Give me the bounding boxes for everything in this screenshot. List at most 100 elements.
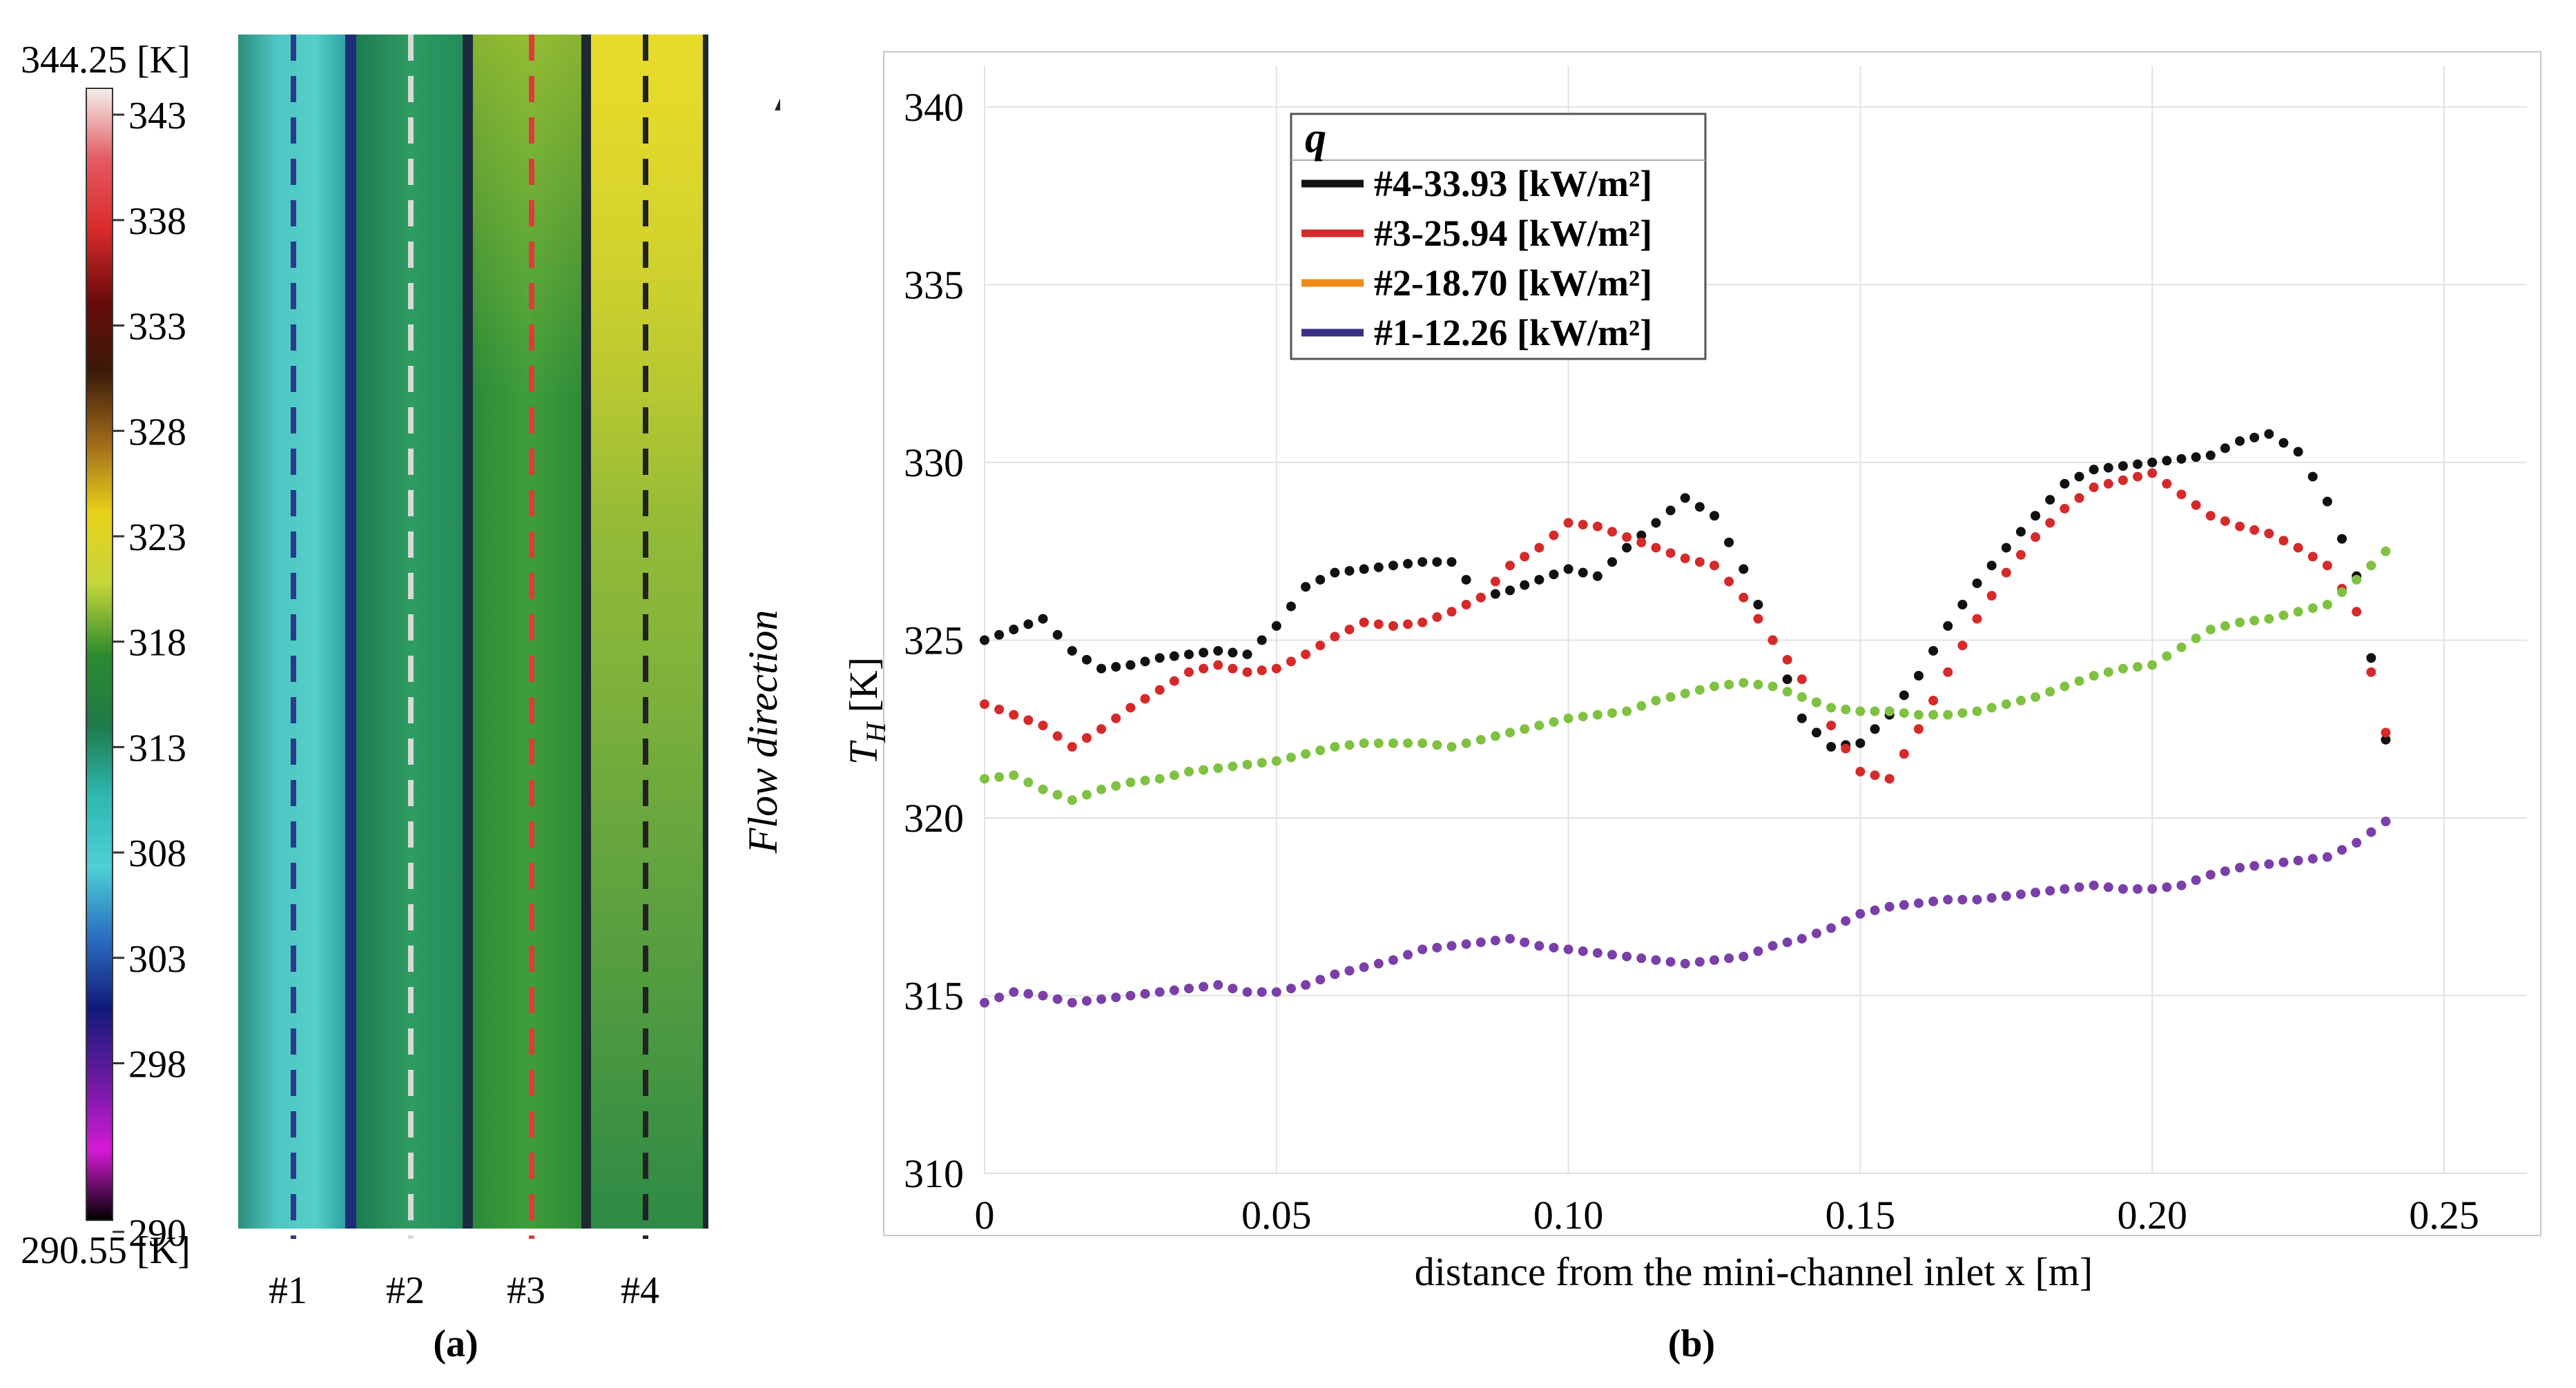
data-point-interp xyxy=(1549,530,1559,540)
data-point xyxy=(1680,959,1690,969)
data-point xyxy=(2235,436,2245,447)
data-point xyxy=(1388,560,1398,571)
y-tick-labels: 310 315 320 325 330 335 340 xyxy=(904,85,964,1196)
data-point-interp xyxy=(1228,647,1238,658)
data-point-interp xyxy=(1578,946,1588,957)
y-tick-label: 325 xyxy=(904,618,964,663)
data-point-interp xyxy=(2278,610,2289,620)
data-point xyxy=(1884,706,1895,716)
data-point-interp xyxy=(1403,738,1413,748)
data-point xyxy=(1417,738,1428,748)
data-point-interp xyxy=(1344,740,1355,750)
data-point-interp xyxy=(2015,696,2026,706)
data-point xyxy=(1446,607,1457,617)
data-point-interp xyxy=(2307,854,2318,864)
data-point xyxy=(1739,564,1749,574)
data-point-interp xyxy=(1490,576,1500,587)
data-point xyxy=(1680,493,1690,503)
data-point-interp xyxy=(1257,665,1267,676)
data-point-interp xyxy=(2045,886,2055,896)
data-point xyxy=(2031,511,2041,521)
data-point-interp xyxy=(1607,708,1618,719)
data-point xyxy=(1096,784,1107,794)
data-point-interp xyxy=(994,993,1005,1003)
data-point-interp xyxy=(994,704,1005,714)
data-point xyxy=(1651,955,1661,965)
series-points xyxy=(980,429,2391,1008)
data-point xyxy=(1038,721,1048,731)
data-point xyxy=(1855,738,1866,748)
data-point xyxy=(1768,941,1778,951)
data-point-interp xyxy=(2133,884,2143,894)
data-point xyxy=(2060,478,2070,489)
data-point-interp xyxy=(1549,942,1559,952)
series-2 xyxy=(980,546,2391,805)
x-tick-label: 0.15 xyxy=(1826,1193,1896,1238)
data-point xyxy=(2381,546,2391,556)
colorbar-tick-label: 313 xyxy=(128,727,186,770)
channel-3-label: #3 xyxy=(507,1269,545,1312)
data-point xyxy=(1154,685,1165,695)
data-point xyxy=(2060,884,2070,894)
data-point xyxy=(1797,713,1807,723)
panel-a-label: (a) xyxy=(433,1322,478,1365)
colorbar-max-label: 344.25 [K] xyxy=(21,39,191,81)
data-point xyxy=(2322,600,2332,609)
data-point xyxy=(1154,774,1165,784)
data-point-interp xyxy=(1753,614,1763,624)
data-point xyxy=(1417,944,1428,955)
data-point xyxy=(2322,496,2332,507)
data-point-interp xyxy=(1373,738,1384,748)
data-point-interp xyxy=(1957,708,1968,719)
data-point-interp xyxy=(1169,770,1179,781)
data-point-interp xyxy=(1052,629,1063,640)
data-point xyxy=(1301,649,1311,660)
data-point-interp xyxy=(2015,889,2026,899)
data-point xyxy=(2205,625,2216,635)
data-point xyxy=(1913,898,1924,908)
data-point-interp xyxy=(1520,724,1530,734)
legend-entry-label: #2-18.70 [kW/m²] xyxy=(1374,262,1652,304)
data-point-interp xyxy=(1986,591,1997,601)
data-point xyxy=(1271,663,1281,674)
data-point-interp xyxy=(1344,566,1355,576)
data-point-interp xyxy=(1636,953,1647,964)
data-point xyxy=(1359,564,1369,574)
data-point xyxy=(2147,660,2158,670)
colorbar-tick-label: 333 xyxy=(128,306,186,349)
data-point xyxy=(1739,592,1749,603)
data-point-interp xyxy=(1753,679,1763,690)
data-point xyxy=(1271,756,1281,766)
data-point-interp xyxy=(2307,471,2318,482)
data-point xyxy=(1826,923,1837,933)
data-point-interp xyxy=(2278,536,2289,546)
legend-entry-label: #4-33.93 [kW/m²] xyxy=(1374,163,1652,204)
x-tick-label: 0 xyxy=(975,1193,995,1238)
data-point xyxy=(1475,734,1486,745)
legend-entry-label: #3-25.94 [kW/m²] xyxy=(1374,213,1652,254)
data-point xyxy=(1417,557,1428,567)
data-point xyxy=(1563,564,1573,574)
data-point xyxy=(2118,663,2128,674)
channel-2-label: #2 xyxy=(386,1269,425,1312)
data-point xyxy=(1826,742,1837,752)
data-point xyxy=(1592,521,1602,531)
legend: q #4-33.93 [kW/m²] #3-25.94 [kW/m²] #2-18.… xyxy=(1290,113,1707,360)
x-tick-label: 0.25 xyxy=(2409,1193,2479,1238)
data-point xyxy=(1797,674,1807,685)
data-point-interp xyxy=(2249,861,2260,871)
data-point xyxy=(2001,543,2011,553)
data-point-interp xyxy=(1111,662,1121,672)
data-point-interp xyxy=(1344,966,1355,976)
data-point-interp xyxy=(1286,752,1296,763)
data-point-interp xyxy=(1023,988,1034,999)
data-point-interp xyxy=(1461,939,1471,949)
data-point-interp xyxy=(1257,987,1267,997)
data-point-interp xyxy=(2220,620,2230,631)
data-point-interp xyxy=(1169,651,1179,661)
data-point xyxy=(1592,571,1602,581)
data-point-interp xyxy=(1928,645,1939,656)
data-point xyxy=(2293,543,2303,553)
channel-dashed-lines xyxy=(291,35,648,1239)
data-point xyxy=(1943,620,1953,631)
